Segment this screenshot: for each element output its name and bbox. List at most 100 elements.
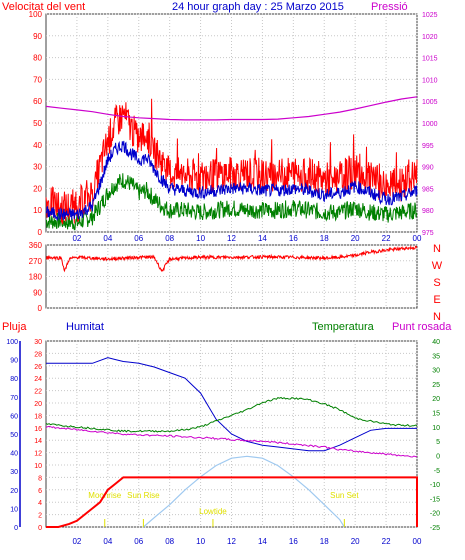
y-tick-label: 90 [33,288,42,297]
y-left-tick-label: 30 [33,163,42,172]
lowtide-label: Lowtide [199,507,227,516]
x-tick-label: 14 [258,234,267,243]
chart-title: 24 hour graph day : 25 Marzo 2015 [172,1,344,13]
x-tick-label: 02 [72,234,81,243]
x-tick-label: 12 [227,234,236,243]
gust-series-line [45,98,418,225]
sun-elevation-line [143,455,345,528]
temperature-tick-label: -25 [430,525,440,532]
y-left-tick-label: 50 [33,119,42,128]
y-right-tick-label: 975 [422,230,434,237]
humidity-label: Humitat [66,321,104,333]
y-right-tick-label: 1020 [422,34,438,41]
rain-tick-label: 14 [34,438,42,445]
x-tick-label: 16 [289,537,298,546]
avg-series-line [45,140,418,221]
rain-tick-label: 10 [34,463,42,470]
rain-tick-label: 26 [34,364,42,371]
x-tick-label: 18 [320,537,329,546]
temperature-tick-label: -20 [430,511,440,518]
rain-tick-label: 24 [34,376,42,383]
x-tick-label: 04 [103,537,112,546]
temperature-tick-label: 0 [436,453,440,460]
rain-tick-label: 2 [38,513,42,520]
rain-tick-label: 4 [38,500,42,507]
x-tick-label: 22 [382,537,391,546]
y-right-tick-label: 990 [422,165,434,172]
y-left-tick-label: 10 [33,206,42,215]
rain-tick-label: 12 [34,451,42,458]
rain-tick-label: 16 [34,426,42,433]
y-right-tick-label: 1010 [422,77,438,84]
temperature-tick-label: 15 [432,411,440,418]
rain-tick-label: 0 [38,525,42,532]
temperature-tick-label: 30 [432,368,440,375]
wind-speed-panel: 0102030405060708090100975980985990995100… [29,10,438,243]
humidity-series-line [46,357,417,452]
y-left-tick-label: 90 [33,32,42,41]
temperature-tick-label: 10 [432,425,440,432]
x-tick-label: 02 [72,537,81,546]
y-left-tick-label: 70 [33,75,42,84]
y-right-tick-label: 985 [422,186,434,193]
temperature-tick-label: 40 [432,339,440,346]
x-tick-label: 14 [258,537,267,546]
humidity-tick-label: 20 [10,488,18,495]
humidity-tick-label: 90 [10,358,18,365]
y-tick-label: 0 [38,304,43,313]
x-tick-label: 06 [134,234,143,243]
humidity-tick-label: 100 [6,339,18,346]
rain-tick-label: 22 [34,389,42,396]
humidity-tick-label: 60 [10,413,18,420]
compass-label: E [433,294,440,306]
rain-series-line [46,476,418,528]
y-right-tick-label: 1015 [422,56,438,63]
x-tick-label: 06 [134,537,143,546]
sunset-label: Sun Set [330,491,359,500]
rain-label: Pluja [2,321,27,333]
compass-label: W [432,260,443,272]
humidity-tick-label: 80 [10,376,18,383]
y-left-tick-label: 100 [29,10,43,19]
x-tick-label: 10 [196,234,205,243]
compass-label: N [433,243,441,255]
y-left-tick-label: 0 [38,228,43,237]
x-tick-label: 20 [351,537,360,546]
humidity-tick-label: 50 [10,432,18,439]
humidity-tick-label: 40 [10,451,18,458]
y-tick-label: 360 [29,241,43,250]
y-tick-label: 270 [29,257,43,266]
compass-label: N [433,311,441,323]
y-right-tick-label: 995 [422,143,434,150]
rain-tick-label: 28 [34,351,42,358]
y-left-tick-label: 20 [33,184,42,193]
direction-series-line [45,245,418,273]
humidity-tick-label: 10 [10,506,18,513]
y-right-tick-label: 1005 [422,99,438,106]
x-tick-label: 16 [289,234,298,243]
y-right-tick-label: 980 [422,208,434,215]
x-tick-label: 04 [103,234,112,243]
wind-speed-label: Velocitat del vent [2,1,85,13]
y-tick-label: 180 [29,273,43,282]
x-tick-label: 12 [227,537,236,546]
temperature-tick-label: 35 [432,353,440,360]
x-tick-label: 20 [351,234,360,243]
temperature-tick-label: 20 [432,396,440,403]
y-left-tick-label: 80 [33,54,42,63]
temperature-tick-label: 5 [436,439,440,446]
rain-tick-label: 18 [34,413,42,420]
y-left-tick-label: 40 [33,141,42,150]
dewpoint-label: Punt rosada [392,321,452,333]
y-right-tick-label: 1025 [422,12,438,19]
x-tick-label: 08 [165,234,174,243]
temperature-tick-label: 25 [432,382,440,389]
humidity-tick-label: 70 [10,395,18,402]
x-tick-label: 18 [320,234,329,243]
pressure-series-line [45,96,418,121]
dewpoint-series-line [45,425,417,458]
y-left-tick-label: 60 [33,97,42,106]
